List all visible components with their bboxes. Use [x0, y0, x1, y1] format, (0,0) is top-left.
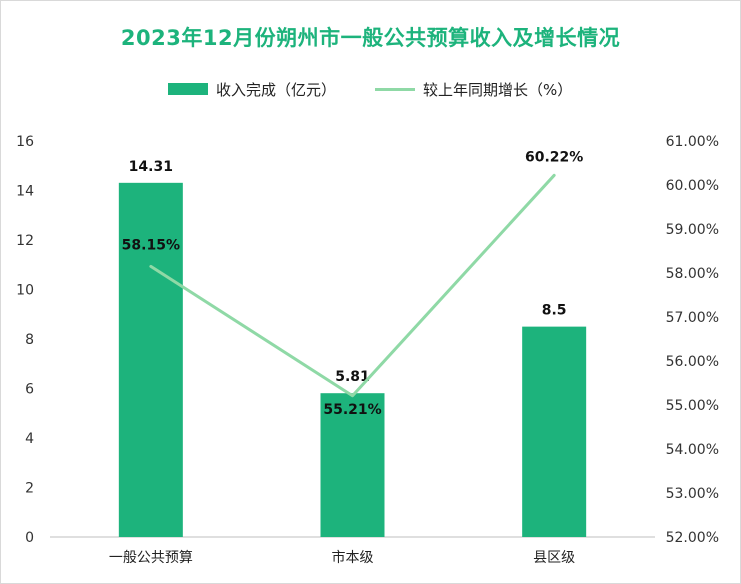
line-value-label: 55.21% — [323, 402, 381, 418]
y-right-tick-label: 54.00% — [666, 442, 719, 458]
bar — [320, 393, 385, 537]
legend-line-swatch — [375, 87, 415, 91]
y-left-tick-label: 12 — [16, 233, 34, 249]
y-right-tick-label: 53.00% — [666, 486, 719, 502]
y-right-tick-label: 58.00% — [666, 266, 719, 282]
y-left-tick-label: 0 — [25, 530, 34, 546]
bar-value-label: 8.5 — [542, 303, 567, 319]
y-left-tick-label: 2 — [25, 481, 34, 497]
y-left-tick-label: 10 — [16, 283, 34, 299]
line-value-label: 58.15% — [122, 237, 180, 253]
y-right-tick-label: 60.00% — [666, 178, 719, 194]
chart-title: 2023年12月份朔州市一般公共预算收入及增长情况 — [120, 26, 621, 50]
category-label: 县区级 — [533, 550, 575, 566]
y-left-tick-label: 14 — [16, 184, 34, 200]
legend-bar-label: 收入完成（亿元） — [216, 80, 337, 99]
y-left-tick-label: 8 — [25, 332, 34, 348]
bar — [522, 326, 587, 537]
y-right-tick-label: 55.00% — [666, 398, 719, 414]
chart-legend: 收入完成（亿元） 较上年同期增长（%） — [0, 78, 741, 100]
legend-bar-swatch — [168, 83, 208, 95]
y-right-tick-label: 57.00% — [666, 310, 719, 326]
legend-item-line: 较上年同期增长（%） — [375, 78, 572, 100]
y-right-tick-label: 56.00% — [666, 354, 719, 370]
bar-value-label: 14.31 — [129, 159, 173, 175]
bar-value-label: 5.81 — [335, 369, 370, 385]
y-left-tick-label: 4 — [25, 431, 34, 447]
legend-item-bar: 收入完成（亿元） — [168, 78, 336, 100]
bar — [118, 182, 183, 537]
line-value-label: 60.22% — [525, 149, 583, 165]
y-right-tick-label: 59.00% — [666, 222, 719, 238]
category-label: 一般公共预算 — [109, 550, 193, 566]
series-line — [149, 173, 556, 398]
y-left-tick-label: 16 — [16, 134, 34, 150]
legend-line-label: 较上年同期增长（%） — [423, 80, 573, 99]
y-right-tick-label: 61.00% — [666, 134, 719, 150]
y-left-tick-label: 6 — [25, 382, 34, 398]
y-right-tick-label: 52.00% — [666, 530, 719, 546]
category-label: 市本级 — [332, 549, 374, 566]
